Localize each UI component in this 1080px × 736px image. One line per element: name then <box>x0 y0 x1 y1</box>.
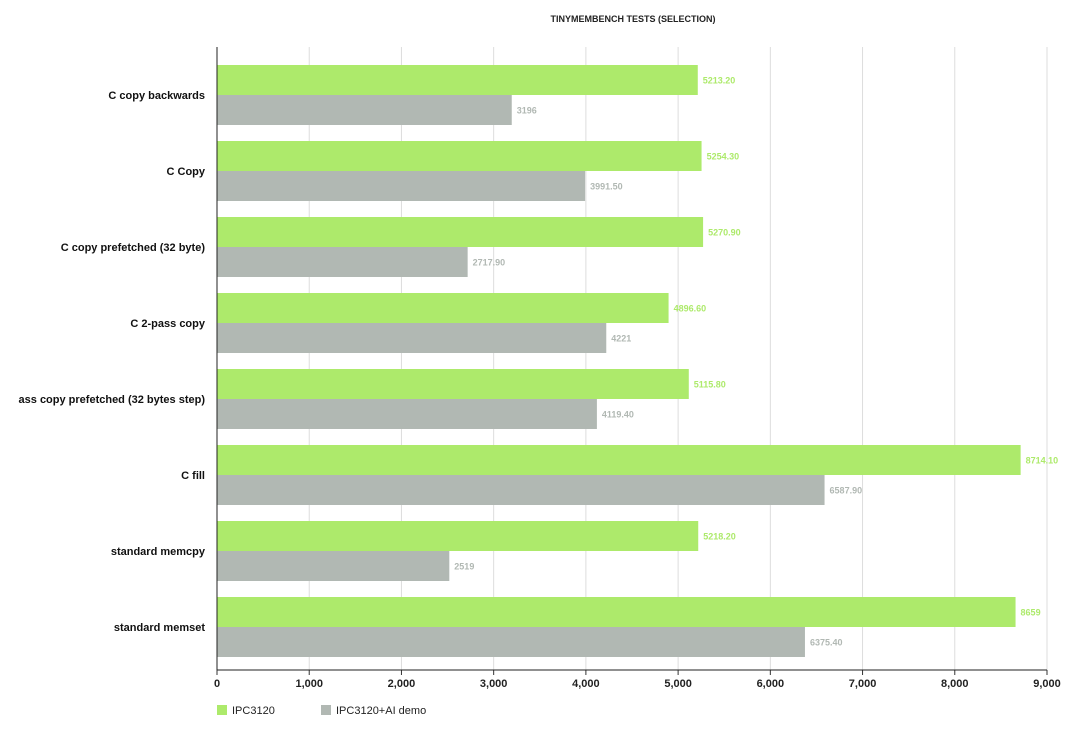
x-tick-label: 6,000 <box>757 678 785 690</box>
data-label: 2519 <box>454 562 474 572</box>
y-tick-label: C copy prefetched (32 byte) <box>61 242 206 254</box>
data-label: 5218.20 <box>703 532 736 542</box>
bar <box>217 217 704 247</box>
x-tick-label: 2,000 <box>388 678 416 690</box>
bars <box>217 65 1021 657</box>
bar <box>217 65 698 95</box>
data-label: 5270.90 <box>708 228 741 238</box>
legend: IPC3120 IPC3120+AI demo <box>217 705 426 717</box>
legend-swatch <box>217 705 227 715</box>
chart-title: TINYMEMBENCH TESTS (SELECTION) <box>550 14 715 24</box>
legend-swatch <box>321 705 331 715</box>
data-label: 5254.30 <box>707 152 740 162</box>
value-labels: 5213.20 3196 5254.30 3991.50 5270.90 2717.90 4… <box>454 76 1058 648</box>
bar <box>217 247 468 277</box>
bar <box>217 521 699 551</box>
data-label: 6375.40 <box>810 638 843 648</box>
x-tick-label: 7,000 <box>849 678 877 690</box>
data-label: 2717.90 <box>473 258 506 268</box>
bar <box>217 445 1021 475</box>
axes: 0 1,000 2,000 3,000 4,000 5,000 6,000 7,000 8,00… <box>214 47 1061 690</box>
data-label: 8659 <box>1021 608 1041 618</box>
data-label: 4119.40 <box>602 410 634 420</box>
data-label: 4896.60 <box>674 304 707 314</box>
data-label: 8714.10 <box>1026 456 1059 466</box>
bar <box>217 95 512 125</box>
x-tick-label: 5,000 <box>664 678 692 690</box>
y-tick-label: ass copy prefetched (32 bytes step) <box>19 394 206 406</box>
x-tick-label: 9,000 <box>1033 678 1061 690</box>
y-tick-label: C copy backwards <box>108 90 205 102</box>
bar <box>217 369 689 399</box>
bar <box>217 399 597 429</box>
bar <box>217 551 450 581</box>
category-labels: C copy backwards C Copy C copy prefetched … <box>19 90 206 634</box>
y-tick-label: C fill <box>181 470 205 482</box>
y-tick-label: standard memcpy <box>111 546 206 558</box>
x-tick-label: 4,000 <box>572 678 600 690</box>
data-label: 3196 <box>517 106 537 116</box>
bar <box>217 597 1016 627</box>
bar <box>217 171 586 201</box>
x-tick-label: 3,000 <box>480 678 508 690</box>
data-label: 5115.80 <box>694 380 726 390</box>
data-label: 6587.90 <box>830 486 863 496</box>
bar <box>217 293 669 323</box>
data-label: 5213.20 <box>703 76 736 86</box>
data-label: 3991.50 <box>590 182 623 192</box>
x-tick-label: 1,000 <box>295 678 323 690</box>
y-tick-label: standard memset <box>114 622 205 634</box>
x-tick-label: 8,000 <box>941 678 969 690</box>
legend-label: IPC3120+AI demo <box>336 705 426 717</box>
y-tick-label: C 2-pass copy <box>130 318 205 330</box>
bar <box>217 323 607 353</box>
bar <box>217 475 825 505</box>
data-label: 4221 <box>611 334 631 344</box>
bar <box>217 627 805 657</box>
y-tick-label: C Copy <box>167 166 206 178</box>
x-tick-label: 0 <box>214 678 220 690</box>
bar <box>217 141 702 171</box>
legend-label: IPC3120 <box>232 705 275 717</box>
